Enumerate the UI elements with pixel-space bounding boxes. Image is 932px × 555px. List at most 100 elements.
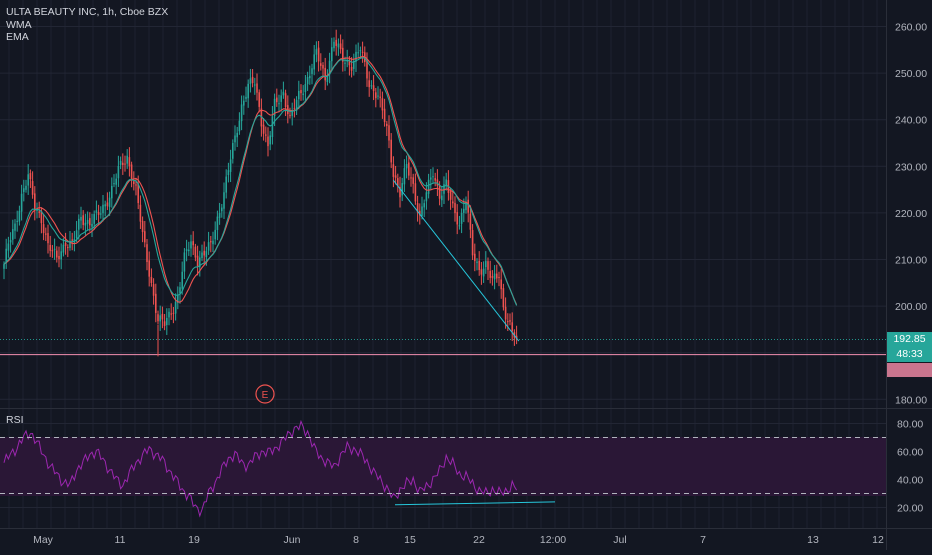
candle	[141, 216, 144, 243]
candle	[366, 52, 368, 87]
candle	[67, 244, 69, 258]
candle	[513, 329, 516, 346]
candle	[104, 200, 106, 217]
candle	[181, 261, 183, 295]
falling-trendline[interactable]	[393, 179, 520, 342]
candle	[282, 81, 285, 99]
candle	[80, 206, 82, 229]
candle	[278, 94, 280, 113]
candle	[36, 202, 38, 219]
candle	[322, 62, 324, 77]
candle	[496, 264, 498, 283]
candle	[188, 241, 190, 256]
x-tick-label: 13	[807, 534, 819, 546]
candle	[361, 41, 364, 63]
candle	[245, 86, 247, 102]
candle	[201, 244, 203, 262]
candle	[256, 73, 258, 101]
rsi-divergence-line[interactable]	[394, 501, 556, 506]
candle	[372, 75, 375, 101]
candle	[115, 173, 117, 195]
candle	[353, 53, 355, 76]
rsi-pane-title[interactable]: RSI	[6, 414, 24, 426]
candle	[23, 179, 25, 202]
candle	[3, 261, 5, 280]
candle	[454, 196, 456, 222]
candle	[128, 147, 131, 177]
support-line	[0, 339, 886, 356]
rsi-line	[0, 419, 886, 518]
candle	[196, 245, 199, 276]
x-tick-label: 22	[473, 534, 485, 546]
candle	[218, 202, 221, 225]
candle	[144, 220, 146, 248]
candle	[390, 133, 392, 169]
candle	[377, 86, 379, 100]
candle	[467, 190, 469, 223]
candle	[509, 313, 511, 326]
y-tick-label: 200.00	[895, 301, 927, 313]
candle	[97, 204, 100, 226]
x-tick-label: 11	[115, 534, 126, 546]
candle	[460, 208, 463, 234]
candle	[304, 75, 307, 103]
candle	[238, 112, 241, 135]
ema-line	[3, 57, 518, 306]
candle	[480, 262, 483, 285]
candle	[493, 265, 496, 290]
candle	[348, 56, 351, 76]
candle	[313, 45, 315, 76]
candlestick-series	[3, 29, 518, 357]
symbol-title[interactable]: ULTA BEAUTY INC, 1h, Cboe BZX	[6, 6, 169, 18]
y-tick-label: 240.00	[895, 115, 927, 127]
candle	[25, 179, 27, 193]
candle	[320, 53, 322, 71]
candle	[172, 306, 175, 324]
candle	[185, 239, 188, 262]
candle	[309, 65, 311, 85]
candle	[357, 42, 359, 59]
candle	[240, 95, 243, 131]
candle	[62, 238, 65, 257]
y-tick-label: 180.00	[895, 394, 927, 406]
candle	[511, 312, 513, 342]
candle	[298, 80, 300, 110]
candle	[339, 34, 342, 54]
candle	[119, 156, 122, 170]
candle	[225, 169, 227, 199]
candle	[126, 149, 128, 169]
x-tick-label: Jun	[284, 534, 301, 546]
candle	[190, 234, 192, 257]
candle	[49, 235, 51, 257]
wma-line	[3, 55, 518, 305]
candle	[161, 306, 164, 329]
legend-ema[interactable]: EMA	[6, 31, 29, 43]
candle	[416, 195, 419, 222]
candle	[317, 40, 320, 72]
candle	[192, 231, 194, 255]
candle	[166, 308, 168, 335]
moving-average-lines	[3, 55, 518, 306]
candle	[394, 165, 397, 185]
earnings-marker[interactable]: E	[255, 384, 275, 404]
candle	[7, 236, 10, 258]
candle	[47, 224, 49, 254]
candle	[221, 203, 223, 218]
candle	[436, 169, 439, 197]
candle	[478, 251, 480, 276]
candle	[258, 89, 260, 113]
candle	[410, 167, 412, 187]
legend-wma[interactable]: WMA	[6, 18, 32, 31]
candle	[447, 170, 450, 201]
candle	[227, 162, 230, 183]
candle	[243, 95, 245, 115]
candle	[75, 220, 78, 243]
candle	[445, 172, 447, 191]
candle	[302, 85, 304, 101]
candle	[58, 246, 60, 268]
candle	[194, 243, 197, 262]
candle	[284, 89, 287, 117]
candle	[108, 191, 111, 216]
